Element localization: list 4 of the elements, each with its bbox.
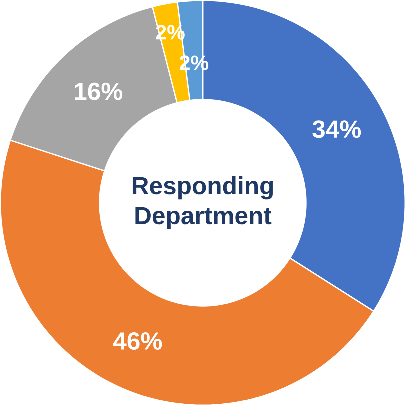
data-label: 34% (312, 120, 362, 138)
data-label: 46% (113, 332, 162, 350)
data-label: 16% (75, 82, 123, 100)
text: Responding Department (132, 176, 274, 230)
